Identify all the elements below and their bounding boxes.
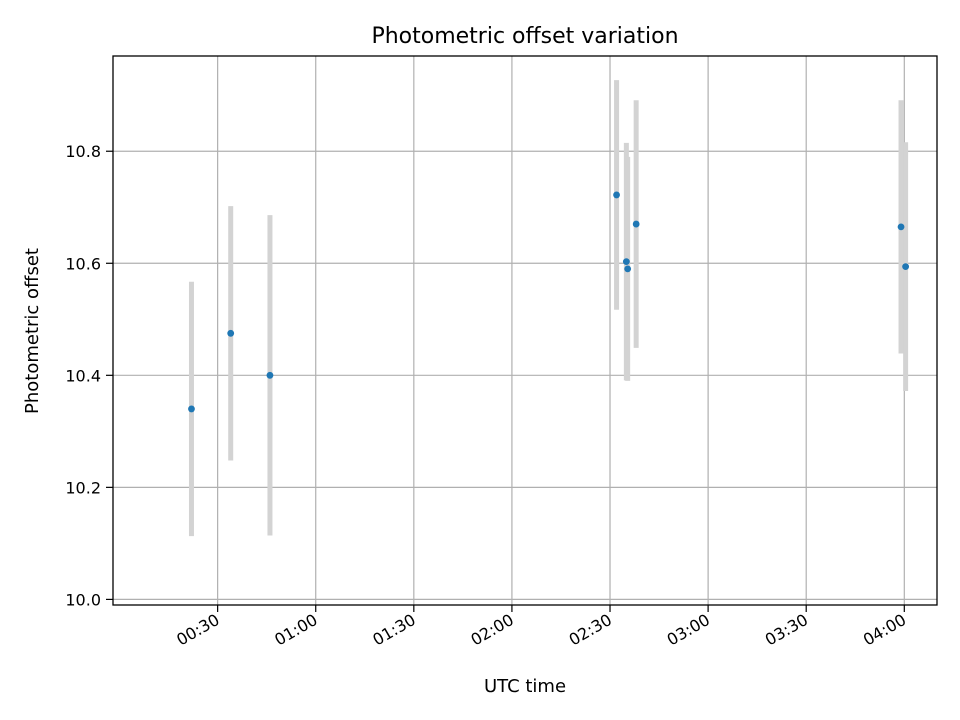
y-tick-label: 10.2 [65,478,101,497]
x-axis-label: UTC time [484,676,566,697]
data-point [227,329,235,337]
data-point [902,263,910,271]
data-point [188,405,195,413]
data-point [266,371,274,379]
data-points [188,191,910,413]
chart-title: Photometric offset variation [371,24,678,49]
y-tick-label: 10.8 [65,142,101,161]
data-point [624,265,632,273]
plot-frame [112,55,938,606]
data-point [897,223,905,231]
y-tick-label: 10.4 [65,366,101,385]
data-point [622,258,630,265]
y-tick-label: 10.0 [65,590,101,609]
y-axis-label: Photometric offset [22,248,43,414]
data-point [632,220,640,228]
grid-lines [113,56,937,605]
y-tick-label: 10.6 [65,254,101,273]
data-point [613,191,620,199]
